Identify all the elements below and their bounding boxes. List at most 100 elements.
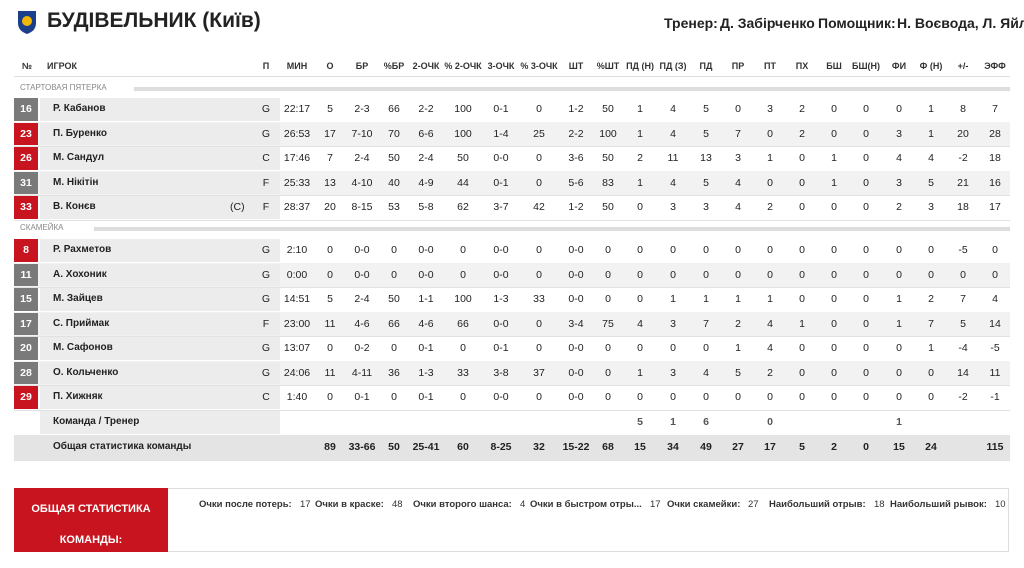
stat-cell: 0 [863, 441, 869, 454]
stat-cell: 0 [863, 391, 869, 404]
stat-cell: 100 [454, 293, 472, 306]
stat-cell: 3-7 [493, 201, 509, 214]
coach-label: Тренер: [664, 15, 718, 31]
player-name: М. Сандул [53, 152, 105, 164]
stat-cell: 13 [700, 152, 712, 165]
stat-cell: 1 [767, 152, 773, 165]
stat-cell: 0 [327, 342, 333, 355]
stat-cell: 0 [799, 391, 805, 404]
stat-cell: 27 [732, 441, 744, 454]
column-header: ПД [699, 61, 713, 71]
row-line [14, 195, 1010, 196]
stat-cell: 0 [460, 391, 466, 404]
name-bg [40, 288, 280, 311]
stat-cell: 0-1 [418, 391, 434, 404]
stat-cell: 0-1 [354, 391, 370, 404]
stat-cell: 20 [324, 201, 336, 214]
stat-cell: 66 [457, 317, 469, 330]
stat-cell: 7 [992, 103, 998, 116]
stat-cell: 7 [735, 127, 741, 140]
stat-cell: 2-4 [354, 293, 370, 306]
stat-cell: 20 [957, 127, 969, 140]
stat-cell: 2-4 [418, 152, 434, 165]
stat-cell: 1 [637, 127, 643, 140]
stat-cell: 0 [928, 244, 934, 257]
stat-cell: 13:07 [283, 342, 311, 355]
stat-cell: 2 [637, 152, 643, 165]
stat-cell: 50 [457, 152, 469, 165]
name-bg [40, 312, 280, 335]
name-bg [40, 98, 280, 121]
stat-cell: 1 [735, 293, 741, 306]
stat-cell: 4 [670, 103, 676, 116]
column-header: БШ [826, 61, 842, 71]
number-badge [14, 361, 38, 384]
team-logo [18, 11, 36, 34]
stat-cell: 0-1 [418, 342, 434, 355]
stat-cell: 0 [896, 103, 902, 116]
stat-cell: 0 [831, 366, 837, 379]
stat-cell: 0 [637, 201, 643, 214]
section-bar [14, 87, 1010, 91]
player-name: Р. Рахметов [53, 244, 112, 256]
stat-cell: 1 [670, 293, 676, 306]
player-number: 23 [20, 127, 32, 140]
summary-item-label: Наибольший отрыв: [769, 499, 866, 510]
stat-cell: 0-0 [493, 244, 509, 257]
stat-cell: 26:53 [283, 127, 311, 140]
stat-cell: 0 [536, 176, 542, 189]
stat-cell: 1-2 [568, 201, 584, 214]
stat-cell: 66 [388, 317, 400, 330]
stat-cell: 83 [602, 176, 614, 189]
stat-cell: 0 [536, 342, 542, 355]
player-name: П. Буренко [53, 127, 107, 139]
stat-cell: 0 [460, 244, 466, 257]
stat-cell: G [261, 244, 271, 257]
stat-cell: 50 [602, 103, 614, 116]
stat-cell: 0 [799, 152, 805, 165]
stat-cell: 0-0 [568, 342, 584, 355]
player-name: В. Конєв [53, 201, 96, 213]
stat-cell: 7 [703, 317, 709, 330]
stat-cell: 32 [533, 441, 545, 454]
stat-cell: 0 [799, 201, 805, 214]
stat-cell: 0-0 [354, 244, 370, 257]
stat-cell: G [261, 293, 271, 306]
stat-cell: 4 [735, 201, 741, 214]
stat-cell: 0 [863, 103, 869, 116]
stat-cell: 0 [703, 244, 709, 257]
column-header: 3-ОЧК [487, 61, 515, 71]
stat-cell: 70 [388, 127, 400, 140]
stat-cell: 40 [388, 176, 400, 189]
stat-cell: 0 [536, 152, 542, 165]
section-label-bg [14, 223, 94, 234]
stat-cell: -2 [958, 152, 968, 165]
stat-cell: 0 [863, 152, 869, 165]
name-bg [40, 147, 280, 170]
stat-cell: 4 [735, 176, 741, 189]
stat-cell: -5 [958, 244, 968, 257]
stat-cell: 0 [703, 342, 709, 355]
stat-cell: 0 [703, 268, 709, 281]
stat-cell: 2 [767, 201, 773, 214]
stat-cell: 0 [767, 416, 773, 429]
stat-cell: 5 [960, 317, 966, 330]
stat-cell: 0-0 [418, 244, 434, 257]
player-number: 20 [20, 342, 32, 355]
stat-cell: -2 [958, 391, 968, 404]
stat-cell: 6 [703, 416, 709, 429]
stat-cell: 24 [925, 441, 937, 454]
stat-cell: 5 [637, 416, 643, 429]
stat-cell: 1 [703, 293, 709, 306]
player-number: 31 [20, 176, 32, 189]
player-name: М. Сафонов [53, 342, 113, 354]
stat-cell: 18 [989, 152, 1001, 165]
stat-cell: 13 [324, 176, 336, 189]
stat-cell: G [261, 127, 271, 140]
stat-cell: 0 [735, 244, 741, 257]
stat-cell: 49 [700, 441, 712, 454]
stat-cell: 5 [327, 103, 333, 116]
row-line [14, 385, 1010, 386]
stat-cell: 5-8 [418, 201, 434, 214]
stat-cell: 0 [799, 268, 805, 281]
